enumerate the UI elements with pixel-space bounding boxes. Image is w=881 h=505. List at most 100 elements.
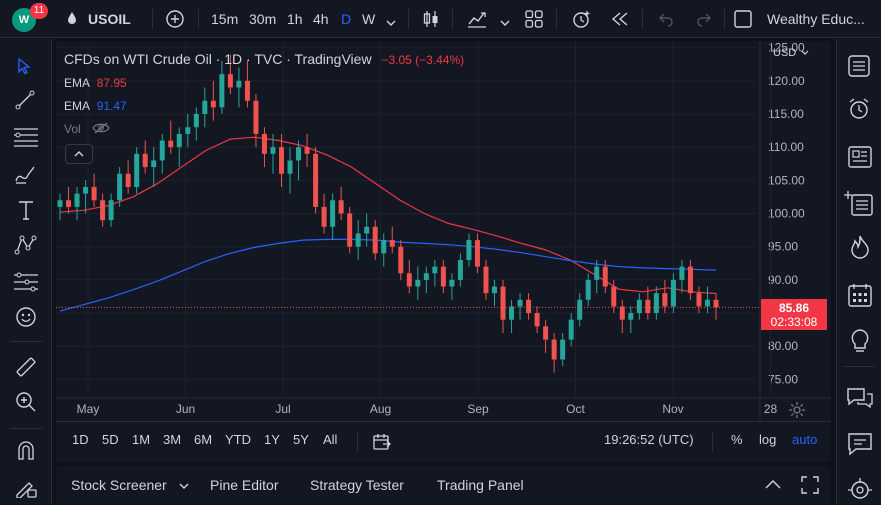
hotlist-fire-icon[interactable] (848, 234, 872, 263)
chart-title[interactable]: CFDs on WTI Crude Oil · 1D · TVC · Tradi… (64, 51, 372, 67)
layout-square-icon[interactable] (734, 10, 752, 31)
interval-d[interactable]: D (341, 11, 352, 27)
interval-15m[interactable]: 15m (211, 11, 239, 27)
interval-w[interactable]: W (362, 11, 376, 27)
currency-selector[interactable]: USD (773, 47, 809, 59)
candle-body (151, 160, 157, 168)
price-change: −3.05 (−3.44%) (381, 53, 465, 67)
ema-slow-label: EMA (64, 99, 90, 113)
pattern-tool-icon[interactable] (14, 234, 38, 259)
divider (452, 9, 453, 29)
range-1d[interactable]: 1D (72, 432, 89, 447)
watchlist-icon[interactable] (847, 54, 871, 81)
candle-body (568, 319, 574, 340)
redo-icon[interactable] (695, 11, 713, 30)
log-scale-toggle[interactable]: log (759, 432, 777, 447)
alert-clock-icon[interactable] (571, 9, 593, 32)
utc-clock[interactable]: 19:26:52 (UTC) (604, 432, 694, 447)
emoji-icon[interactable] (15, 306, 37, 331)
indicators-icon[interactable] (466, 9, 488, 32)
range-all[interactable]: All (323, 432, 338, 447)
help-support-icon[interactable] (846, 476, 874, 505)
range-1m[interactable]: 1M (132, 432, 151, 447)
collapse-legend-button[interactable] (65, 144, 93, 164)
candle-body (313, 153, 319, 207)
chart-settings-gear-icon[interactable] (788, 401, 806, 422)
candle-body (602, 266, 608, 287)
candle-body (91, 186, 97, 201)
interval-4h[interactable]: 4h (313, 11, 329, 27)
replay-rewind-icon[interactable] (610, 11, 630, 30)
horizontal-lines-icon[interactable] (13, 126, 39, 151)
chevron-up-icon[interactable] (764, 478, 782, 493)
range-5y[interactable]: 5Y (293, 432, 309, 447)
time-tick-label: Jun (176, 402, 195, 416)
bottom-panel-bar: Stock Screener Pine Editor Strategy Test… (56, 466, 831, 505)
chats-icon[interactable] (846, 385, 874, 414)
layout-name-button[interactable]: Wealthy Educ... (767, 11, 865, 27)
hidden-eye-icon[interactable] (92, 122, 110, 137)
last-price-label: 85.86 02:33:08 (761, 299, 827, 330)
candle-body (406, 273, 412, 287)
calendar-icon[interactable] (847, 282, 873, 311)
range-1y[interactable]: 1Y (264, 432, 280, 447)
candle-body (474, 240, 480, 267)
alarm-clock-icon[interactable] (847, 97, 871, 124)
candle-body (628, 313, 634, 320)
layouts-grid-icon[interactable] (525, 10, 543, 31)
tab-stock-screener[interactable]: Stock Screener (71, 477, 189, 493)
undo-icon[interactable] (657, 11, 675, 30)
maximize-icon[interactable] (801, 476, 819, 497)
candles-chart-type-icon[interactable] (421, 9, 441, 32)
ideas-lightbulb-icon[interactable] (849, 328, 871, 357)
add-list-icon[interactable] (844, 189, 874, 220)
price-tick-label: 75.00 (768, 372, 798, 386)
range-ytd[interactable]: YTD (225, 432, 251, 447)
auto-scale-toggle[interactable]: auto (792, 432, 818, 447)
cursor-icon[interactable] (14, 56, 34, 79)
range-3m[interactable]: 3M (163, 432, 182, 447)
candle-body (551, 339, 557, 360)
tab-pine-editor[interactable]: Pine Editor (210, 477, 279, 493)
ruler-icon[interactable] (14, 355, 38, 382)
chart-pane[interactable]: 125.00 120.00 115.00 110.00 105.00 100.00 95.0… (56, 41, 831, 462)
magnet-icon[interactable] (15, 439, 37, 464)
text-tool-icon[interactable] (16, 199, 36, 224)
brush-icon[interactable] (14, 163, 38, 188)
ema-slow-legend[interactable]: EMA 91.47 (64, 99, 127, 113)
range-5d[interactable]: 5D (102, 432, 119, 447)
news-icon[interactable] (847, 145, 873, 172)
symbol-search-button[interactable]: USOIL (88, 11, 131, 27)
chevron-down-icon[interactable] (500, 15, 510, 30)
chevron-down-icon[interactable] (386, 15, 396, 30)
candle-body (372, 226, 378, 254)
candle-body (560, 339, 566, 360)
candle-body (449, 279, 455, 287)
candle-body (100, 200, 106, 221)
interval-1h[interactable]: 1h (287, 11, 303, 27)
trend-line-icon[interactable] (14, 89, 36, 114)
forecasting-tool-icon[interactable] (13, 271, 39, 296)
percent-scale-toggle[interactable]: % (731, 432, 743, 447)
time-tick-label: May (77, 402, 100, 416)
volume-legend[interactable]: Vol (64, 122, 110, 137)
tab-trading-panel[interactable]: Trading Panel (437, 477, 524, 493)
candle-body (432, 266, 438, 274)
ema-fast-legend[interactable]: EMA 87.95 (64, 76, 127, 90)
candle-body (457, 259, 463, 280)
interval-30m[interactable]: 30m (249, 11, 277, 27)
range-6m[interactable]: 6M (194, 432, 213, 447)
messages-icon[interactable] (847, 431, 873, 460)
avatar-initials: W (18, 14, 30, 26)
price-tick-label: 110.00 (768, 140, 804, 154)
tab-strategy-tester[interactable]: Strategy Tester (310, 477, 404, 493)
zoom-in-icon[interactable] (15, 391, 37, 416)
candle-body (338, 200, 344, 214)
lock-drawings-icon[interactable] (14, 476, 38, 501)
compare-symbol-icon[interactable] (165, 9, 185, 32)
candle-body (125, 173, 131, 187)
symbol-drop-icon (68, 12, 76, 24)
candlestick-chart[interactable]: 125.00 120.00 115.00 110.00 105.00 100.00 95.0… (56, 41, 831, 462)
price-tick-label: 90.00 (768, 273, 798, 287)
goto-date-icon[interactable] (372, 433, 392, 454)
